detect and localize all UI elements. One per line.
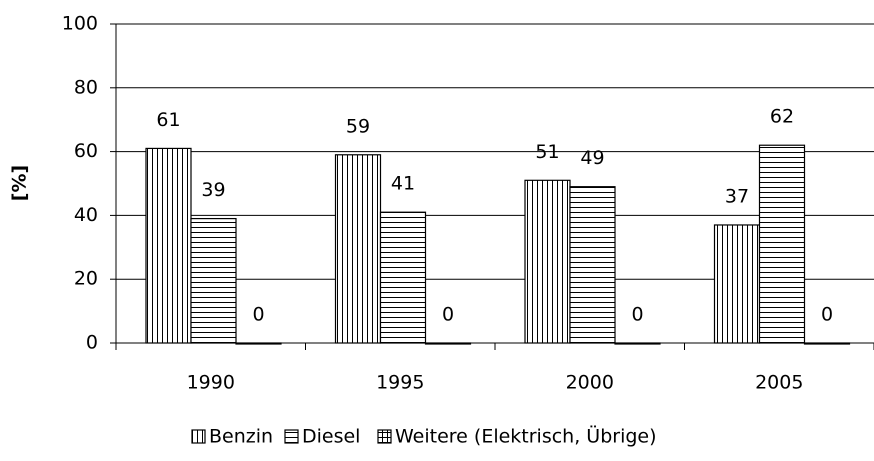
value-label: 51 xyxy=(535,141,559,163)
value-label: 0 xyxy=(631,304,643,326)
bar xyxy=(145,147,192,344)
legend-swatch xyxy=(191,429,206,444)
value-label: 0 xyxy=(821,304,833,326)
x-tick-label: 1995 xyxy=(376,372,424,394)
bar xyxy=(379,211,427,344)
value-label: 59 xyxy=(346,115,370,137)
legend-label: Diesel xyxy=(302,426,360,448)
bar xyxy=(569,186,616,344)
bar xyxy=(334,154,382,344)
legend-label: Benzin xyxy=(209,426,273,448)
value-label: 0 xyxy=(252,304,264,326)
bar xyxy=(424,342,472,345)
value-label: 41 xyxy=(391,173,415,195)
legend-swatch xyxy=(377,429,392,444)
bar xyxy=(803,342,851,345)
value-label: 37 xyxy=(725,185,749,207)
y-tick-label: 60 xyxy=(74,140,98,162)
bar xyxy=(713,224,761,344)
y-tick-label: 20 xyxy=(74,268,98,290)
y-tick-label: 40 xyxy=(74,204,98,226)
y-axis-label: [%] xyxy=(9,165,31,201)
y-tick-label: 100 xyxy=(62,13,98,35)
legend-label: Weitere (Elektrisch, Übrige) xyxy=(395,425,657,448)
bar xyxy=(614,342,661,345)
bar xyxy=(235,342,282,345)
value-label: 0 xyxy=(442,304,454,326)
x-tick-label: 1990 xyxy=(187,372,235,394)
value-label: 39 xyxy=(201,179,225,201)
bar xyxy=(758,144,806,344)
value-label: 49 xyxy=(580,147,604,169)
x-tick-label: 2000 xyxy=(566,372,614,394)
legend-swatch xyxy=(284,429,299,444)
value-label: 62 xyxy=(770,106,794,128)
value-label: 61 xyxy=(156,109,180,131)
bar xyxy=(524,179,571,344)
y-tick-label: 80 xyxy=(74,76,98,98)
x-tick-label: 2005 xyxy=(755,372,803,394)
y-tick-label: 0 xyxy=(86,332,98,354)
bar xyxy=(190,217,237,344)
